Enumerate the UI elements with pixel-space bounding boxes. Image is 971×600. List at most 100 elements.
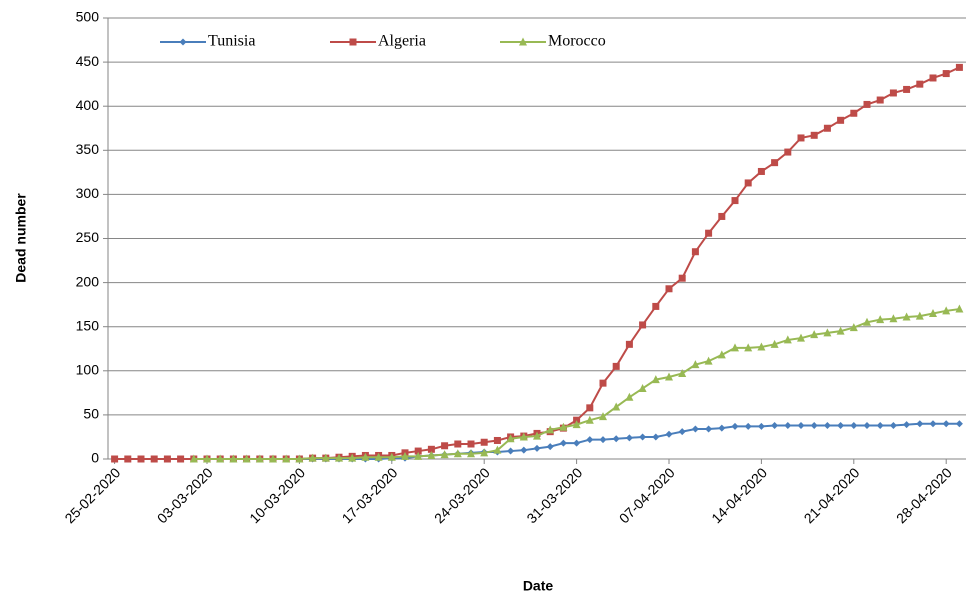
marker: [771, 159, 779, 167]
marker: [771, 421, 779, 429]
marker: [493, 445, 502, 454]
series-line: [114, 66, 960, 460]
y-tick-label: 150: [76, 317, 100, 333]
marker: [467, 440, 475, 448]
marker: [955, 63, 963, 71]
marker: [493, 436, 501, 444]
marker: [929, 74, 937, 82]
marker: [691, 425, 699, 433]
marker: [374, 452, 383, 461]
marker: [387, 452, 396, 461]
marker: [625, 392, 634, 401]
marker: [216, 454, 225, 463]
y-tick-label: 100: [76, 362, 100, 378]
marker: [744, 179, 752, 187]
marker: [850, 421, 858, 429]
marker: [810, 131, 818, 139]
marker: [836, 326, 845, 335]
y-tick-label: 500: [76, 9, 100, 25]
marker: [691, 248, 699, 256]
marker: [863, 100, 871, 108]
marker: [955, 304, 964, 313]
marker: [519, 432, 528, 441]
marker: [837, 421, 845, 429]
marker: [533, 431, 541, 440]
marker: [744, 422, 752, 430]
x-tick-label: 03-03-2020: [154, 464, 216, 526]
marker: [163, 455, 171, 463]
marker: [427, 445, 435, 453]
marker: [810, 421, 818, 429]
marker: [546, 443, 554, 451]
x-tick-label: 24-03-2020: [431, 464, 493, 526]
y-tick-label: 450: [76, 53, 100, 69]
marker: [229, 454, 238, 463]
marker: [295, 454, 304, 463]
marker: [453, 449, 462, 458]
marker: [915, 311, 924, 320]
marker: [652, 433, 660, 441]
y-axis-title: Dead number: [13, 193, 29, 283]
marker: [111, 455, 119, 463]
marker: [401, 451, 409, 460]
marker: [876, 421, 884, 429]
marker: [427, 450, 436, 459]
marker: [441, 442, 449, 450]
marker: [823, 124, 831, 132]
x-tick-label: 14-04-2020: [708, 464, 770, 526]
marker: [863, 317, 871, 326]
marker: [625, 340, 633, 348]
marker: [638, 383, 647, 392]
marker: [850, 109, 858, 117]
marker: [203, 454, 211, 463]
marker: [704, 356, 713, 365]
marker: [242, 454, 251, 463]
legend-label: Tunisia: [208, 33, 255, 50]
x-axis-title: Date: [523, 578, 554, 594]
marker: [480, 448, 489, 457]
marker: [559, 422, 568, 431]
marker: [599, 436, 607, 444]
marker: [757, 167, 765, 175]
marker: [903, 85, 911, 93]
marker: [665, 372, 673, 381]
marker: [837, 116, 845, 124]
marker: [678, 368, 687, 377]
marker: [572, 420, 581, 429]
y-tick-label: 0: [91, 450, 99, 466]
marker: [665, 430, 673, 438]
marker: [942, 70, 950, 78]
marker: [255, 454, 264, 463]
marker: [665, 285, 673, 293]
marker: [942, 306, 951, 315]
marker: [810, 330, 819, 339]
marker: [718, 424, 726, 432]
marker: [784, 421, 792, 429]
y-tick-label: 50: [83, 406, 99, 422]
marker: [533, 444, 541, 452]
marker: [876, 96, 884, 104]
marker: [269, 454, 277, 463]
marker: [903, 421, 911, 429]
marker: [586, 404, 594, 412]
marker: [731, 197, 739, 205]
marker: [889, 421, 897, 429]
marker: [308, 453, 317, 462]
marker: [414, 447, 422, 455]
marker: [361, 452, 370, 461]
marker: [348, 453, 357, 462]
x-tick-label: 28-04-2020: [893, 464, 955, 526]
marker: [520, 446, 528, 454]
marker: [797, 333, 805, 342]
marker: [454, 440, 462, 448]
marker: [612, 362, 620, 370]
marker: [480, 438, 488, 446]
marker: [757, 342, 766, 351]
marker: [335, 453, 343, 462]
marker: [955, 420, 963, 428]
marker: [639, 321, 647, 329]
marker: [321, 453, 330, 462]
marker: [189, 454, 198, 463]
y-tick-label: 300: [76, 185, 100, 201]
